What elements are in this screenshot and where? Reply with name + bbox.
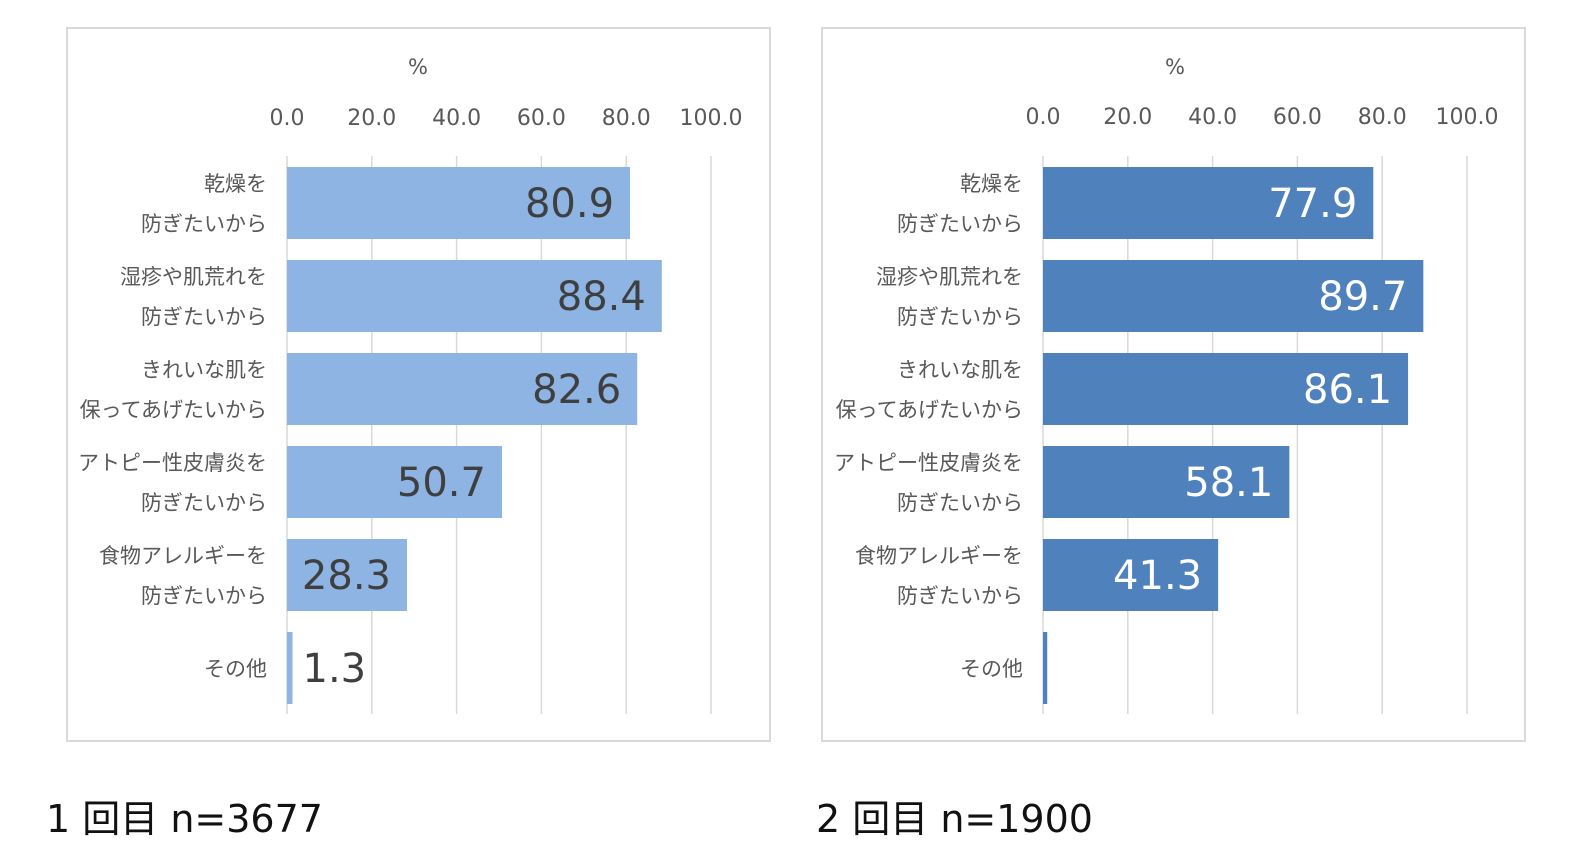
bar-value-label: 1.3 — [303, 646, 367, 692]
bar-value-label: 28.3 — [302, 553, 391, 599]
category-label: 湿疹や肌荒れを — [120, 265, 267, 289]
category-label: その他 — [204, 657, 267, 681]
category-label: きれいな肌を — [897, 358, 1023, 382]
category-label: 防ぎたいから — [897, 212, 1023, 236]
x-tick-label: 0.0 — [1026, 105, 1061, 130]
x-tick-label: 40.0 — [1188, 105, 1237, 130]
category-label: 防ぎたいから — [141, 491, 267, 515]
category-label: きれいな肌を — [141, 358, 267, 382]
category-label: 食物アレルギーを — [99, 544, 267, 568]
x-tick-label: 0.0 — [270, 106, 305, 131]
bar — [1043, 353, 1409, 425]
x-tick-label: 40.0 — [432, 106, 481, 131]
category-label: アトピー性皮膚炎を — [834, 451, 1023, 475]
x-tick-label: 60.0 — [517, 106, 566, 131]
bar-value-label: 77.9 — [1268, 181, 1357, 227]
bar — [287, 539, 407, 611]
category-label: アトピー性皮膚炎を — [78, 451, 267, 475]
x-tick-label: 80.0 — [1358, 105, 1407, 130]
bar-value-label: 50.7 — [397, 460, 486, 506]
x-tick-label: 60.0 — [1273, 105, 1322, 130]
category-label: 保ってあげたいから — [80, 398, 267, 422]
category-label: 防ぎたいから — [141, 305, 267, 329]
category-label: 防ぎたいから — [897, 305, 1023, 329]
category-label: その他 — [960, 657, 1023, 681]
bar — [1043, 260, 1424, 332]
axis-unit-label: % — [408, 55, 428, 79]
category-label: 防ぎたいから — [897, 491, 1023, 515]
bar-value-label: 82.6 — [532, 367, 621, 413]
category-label: 食物アレルギーを — [855, 544, 1023, 568]
bar-value-label: 86.1 — [1303, 367, 1392, 413]
category-label: 乾燥を — [960, 172, 1023, 196]
axis-unit-label: % — [1165, 55, 1185, 79]
category-label: 保ってあげたいから — [836, 398, 1023, 422]
chart-caption-round-1: 1 回目 n=3677 — [46, 797, 323, 841]
bar — [287, 446, 502, 518]
bar-value-label: 88.4 — [557, 274, 646, 320]
bar — [287, 167, 631, 239]
bar — [287, 260, 662, 332]
x-tick-label: 20.0 — [347, 106, 396, 131]
chart-caption-round-2: 2 回目 n=1900 — [816, 797, 1093, 841]
bar-value-label: 89.7 — [1318, 274, 1407, 320]
x-tick-label: 80.0 — [602, 106, 651, 131]
category-label: 湿疹や肌荒れを — [876, 265, 1023, 289]
bar-value-label: 58.1 — [1184, 460, 1273, 506]
category-label: 乾燥を — [204, 172, 267, 196]
bar — [1043, 632, 1048, 704]
x-tick-label: 100.0 — [1436, 105, 1499, 130]
x-tick-label: 100.0 — [680, 106, 743, 131]
bar-value-label: 41.3 — [1113, 553, 1202, 599]
bar-value-label: 80.9 — [525, 181, 614, 227]
bar — [287, 632, 293, 704]
category-label: 防ぎたいから — [141, 584, 267, 608]
x-tick-label: 20.0 — [1103, 105, 1152, 130]
bar — [287, 353, 638, 425]
category-label: 防ぎたいから — [141, 212, 267, 236]
category-label: 防ぎたいから — [897, 584, 1023, 608]
bar — [1043, 446, 1290, 518]
bar — [1043, 167, 1374, 239]
bar — [1043, 539, 1219, 611]
